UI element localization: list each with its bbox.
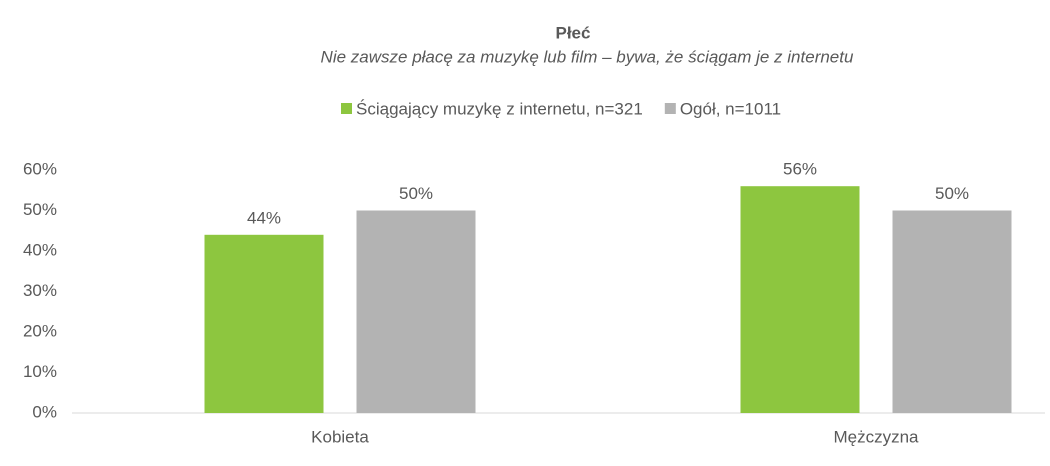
bar [356, 210, 476, 413]
y-tick-label: 60% [23, 159, 57, 178]
y-tick-label: 50% [23, 200, 57, 219]
y-tick-label: 30% [23, 281, 57, 300]
y-tick-label: 10% [23, 362, 57, 381]
value-label: 50% [399, 184, 433, 203]
legend-label: Ogół, n=1011 [680, 99, 781, 118]
value-label: 50% [935, 184, 969, 203]
bar [740, 186, 860, 413]
chart-subtitle: Nie zawsze płacę za muzykę lub film – by… [321, 47, 854, 66]
legend-swatch [341, 103, 352, 114]
bar [204, 234, 324, 413]
y-tick-label: 40% [23, 240, 57, 259]
chart-title: Płeć [556, 23, 591, 42]
legend-label: Ściągający muzykę z internetu, n=321 [356, 99, 643, 118]
bar [892, 210, 1012, 413]
x-tick-label: Kobieta [311, 427, 369, 446]
y-tick-label: 0% [32, 402, 57, 421]
legend-swatch [664, 103, 676, 114]
value-label: 44% [247, 208, 281, 227]
x-tick-label: Mężczyzna [833, 427, 919, 446]
y-tick-label: 20% [23, 321, 57, 340]
value-label: 56% [783, 160, 817, 179]
